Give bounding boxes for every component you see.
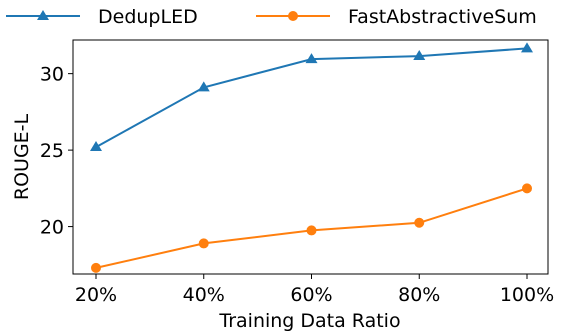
data-point-dedupled <box>197 81 210 92</box>
data-point-fastabstractivesum <box>198 238 209 249</box>
data-point-dedupled <box>305 53 318 64</box>
y-tick-label: 30 <box>40 64 64 86</box>
y-tick-label: 20 <box>40 217 64 239</box>
data-point-fastabstractivesum <box>306 225 317 236</box>
data-point-dedupled <box>413 50 426 61</box>
legend-item-deduplled: DedupLED <box>6 6 198 28</box>
y-tick-label: 25 <box>40 140 64 162</box>
x-tick-label: 40% <box>183 284 225 306</box>
legend-marker-fastabstractivesum <box>288 11 298 21</box>
data-point-dedupled <box>90 141 102 152</box>
x-tick-label: 20% <box>75 284 117 306</box>
y-axis-title: ROUGE-L <box>11 113 33 200</box>
legend-label-deduplled: DedupLED <box>98 6 198 28</box>
x-tick-label: 100% <box>500 284 554 306</box>
legend: DedupLED FastAbstractiveSum <box>6 6 537 28</box>
data-point-fastabstractivesum <box>522 183 532 194</box>
series-fastabstractivesum <box>91 183 532 273</box>
legend-marker-deduplled <box>37 10 49 20</box>
series-dedupled <box>90 42 533 152</box>
data-point-fastabstractivesum <box>414 217 425 228</box>
legend-item-fastabstractivesum: FastAbstractiveSum <box>256 6 537 28</box>
data-point-dedupled <box>521 42 533 53</box>
plot-frame <box>72 39 549 275</box>
x-tick-label: 80% <box>398 284 440 306</box>
x-axis-title: Training Data Ratio <box>218 310 400 332</box>
series-line-dedupled <box>95 47 528 148</box>
data-point-fastabstractivesum <box>91 262 101 273</box>
legend-label-fastabstractivesum: FastAbstractiveSum <box>348 6 537 28</box>
x-tick-label: 60% <box>290 284 332 306</box>
